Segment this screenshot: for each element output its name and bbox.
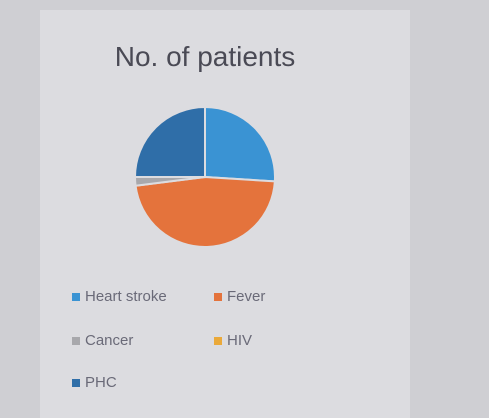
legend-label: HIV	[227, 332, 252, 349]
legend-label: Cancer	[85, 332, 133, 349]
pie-slice	[134, 175, 276, 248]
legend-swatch	[214, 293, 222, 301]
legend-label: PHC	[85, 374, 117, 391]
legend-label: Fever	[227, 288, 265, 305]
legend-swatch	[214, 337, 222, 345]
legend-swatch	[72, 337, 80, 345]
chart-title: No. of patients	[115, 41, 296, 72]
legend-swatch	[72, 379, 80, 387]
pie-slice	[133, 105, 206, 178]
legend-label: Heart stroke	[85, 288, 167, 305]
pie-slice	[204, 105, 276, 183]
legend-swatch	[72, 293, 80, 301]
